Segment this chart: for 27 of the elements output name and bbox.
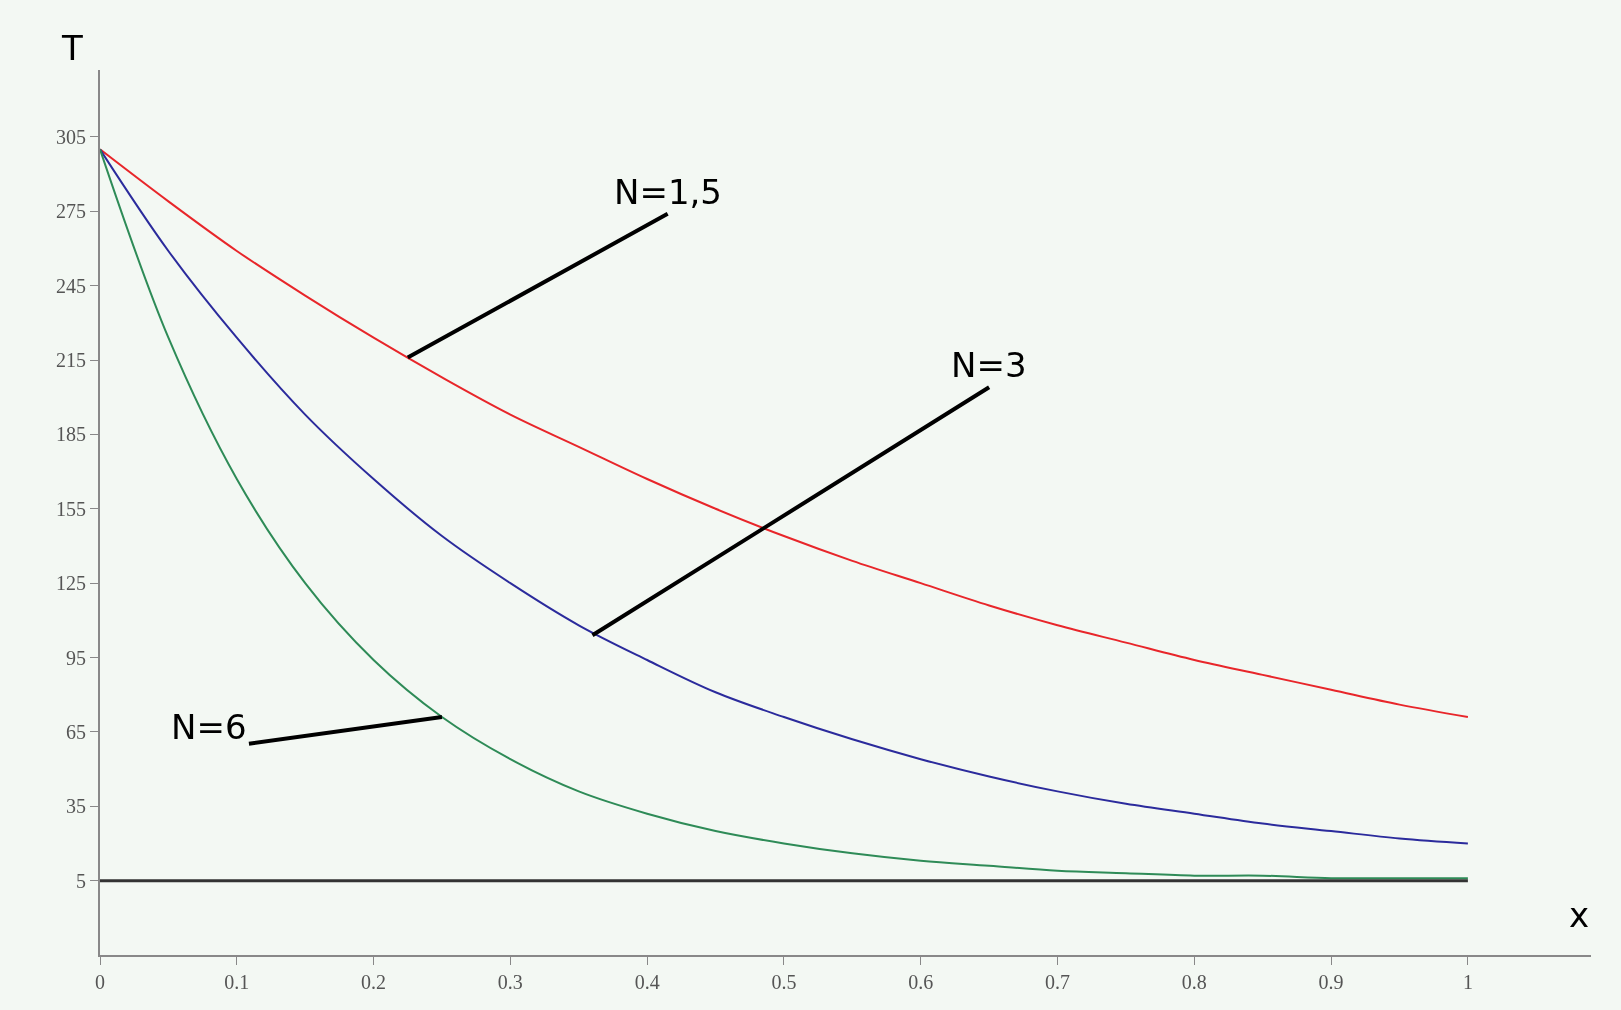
annotation: N=1,5 xyxy=(614,172,722,212)
y-tick-label: 125 xyxy=(56,572,86,595)
y-tick-label: 275 xyxy=(56,200,86,223)
y-tick-label: 155 xyxy=(56,497,86,520)
annotation: N=3 xyxy=(951,345,1027,385)
y-tick-label: 245 xyxy=(56,274,86,297)
y-axis-title: T xyxy=(61,28,83,68)
x-axis-title: x xyxy=(1569,895,1590,935)
x-tick-label: 0.7 xyxy=(1045,971,1071,993)
y-tick-label: 305 xyxy=(56,125,86,148)
x-tick-label: 0.5 xyxy=(771,971,797,993)
x-tick-label: 0.6 xyxy=(908,971,934,993)
x-tick-label: 0.9 xyxy=(1318,971,1344,993)
y-tick-label: 215 xyxy=(56,349,86,372)
y-tick-label: 5 xyxy=(76,869,86,892)
x-tick-label: 0 xyxy=(95,971,105,993)
y-tick-label: 35 xyxy=(66,795,86,818)
x-tick-label: 0.4 xyxy=(634,971,660,993)
y-tick-label: 65 xyxy=(66,720,86,743)
annotation: N=6 xyxy=(171,707,247,747)
y-tick-label: 95 xyxy=(66,646,86,669)
x-tick-label: 0.8 xyxy=(1181,971,1207,993)
x-tick-label: 0.1 xyxy=(224,971,250,993)
x-tick-label: 0.3 xyxy=(497,971,523,993)
y-tick-label: 185 xyxy=(56,423,86,446)
x-tick-label: 1 xyxy=(1462,971,1473,993)
x-tick-label: 0.2 xyxy=(361,971,387,993)
